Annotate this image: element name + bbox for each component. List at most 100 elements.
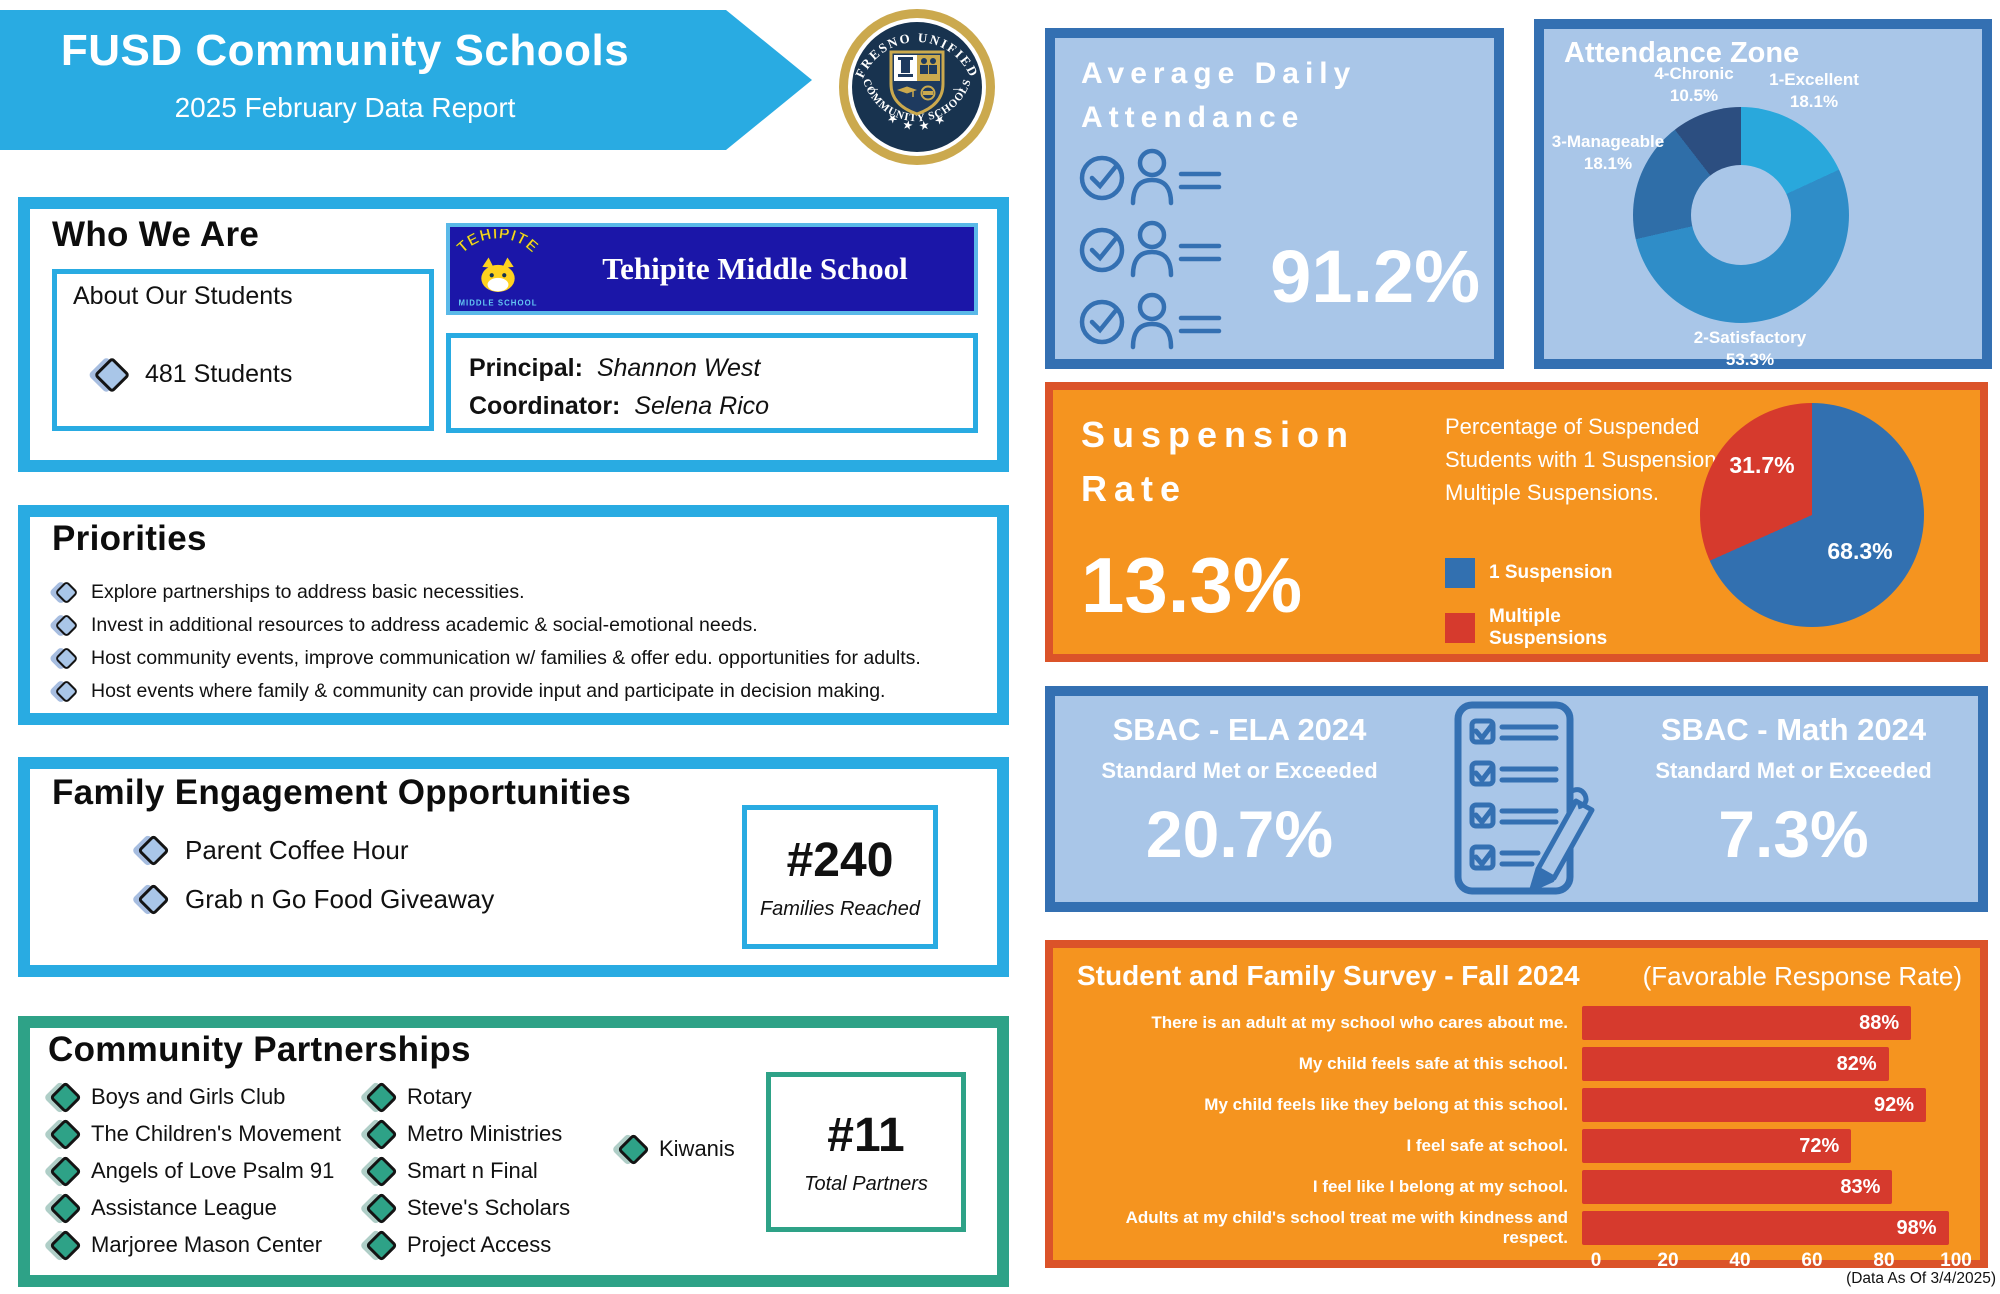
header-banner-arrow — [726, 10, 812, 150]
partner-item: Smart n Final — [365, 1154, 570, 1188]
header-banner — [0, 10, 726, 150]
engagement-text: Grab n Go Food Giveaway — [185, 884, 495, 914]
survey-bar-track: 92% — [1582, 1088, 1956, 1122]
survey-category-label: There is an adult at my school who cares… — [1151, 1013, 1568, 1032]
diamond-bullet-icon — [54, 580, 79, 605]
survey-bar-track: 82% — [1582, 1047, 1956, 1081]
total-partners-stat: #11 Total Partners — [766, 1072, 966, 1232]
survey-axis-tick: 100 — [1940, 1250, 1972, 1271]
partner-item: Kiwanis — [617, 1132, 735, 1166]
survey-bar: 92% — [1582, 1088, 1927, 1122]
survey-bar: 83% — [1582, 1170, 1893, 1204]
ada-value: 91.2% — [1270, 235, 1480, 318]
donut-label-excellent: 1-Excellent 18.1% — [1748, 69, 1880, 113]
survey-bar-value: 98% — [1896, 1216, 1937, 1239]
suspension-title-line2: Rate — [1081, 468, 1188, 509]
principal-name: Shannon West — [596, 354, 761, 382]
suspension-legend: 1 Suspension Multiple Suspensions — [1445, 558, 1639, 650]
survey-category-label: I feel safe at school. — [1406, 1136, 1568, 1155]
sbac-math-value: 7.3% — [1718, 797, 1869, 871]
partner-item: Angels of Love Psalm 91 — [49, 1154, 341, 1188]
survey-subtitle: (Favorable Response Rate) — [1642, 961, 1962, 991]
principal-label: Principal: — [469, 354, 583, 382]
suspension-title: Suspension Rate — [1081, 408, 1355, 516]
legend-swatch-1-suspension — [1445, 558, 1475, 588]
survey-bar-row: My child feels like they belong at this … — [1077, 1088, 1956, 1122]
partner-name: Steve's Scholars — [407, 1195, 571, 1220]
family-engagement-list: Parent Coffee Hour Grab n Go Food Giveaw… — [137, 834, 495, 916]
partner-name: Angels of Love Psalm 91 — [91, 1158, 335, 1183]
diamond-bullet-icon — [49, 1154, 82, 1188]
attendance-zone-donut-chart — [1633, 107, 1849, 323]
donut-label-name: 3-Manageable — [1551, 132, 1665, 151]
sbac-math-subtitle: Standard Met or Exceeded — [1655, 758, 1932, 783]
students-count-row: 481 Students — [93, 356, 293, 393]
svg-text:TEHIPITE: TEHIPITE — [454, 229, 542, 257]
sbac-ela-title: SBAC - ELA 2024 — [1112, 712, 1367, 747]
sbac-math-block: SBAC - Math 2024 Standard Met or Exceede… — [1609, 696, 1978, 902]
priority-text: Host community events, improve communica… — [91, 647, 921, 669]
partnerships-column-1: Boys and Girls Club The Children's Movem… — [49, 1080, 341, 1262]
checklist-pencil-icon — [1454, 701, 1594, 895]
diamond-bullet-icon — [365, 1228, 398, 1262]
survey-bar-track: 72% — [1582, 1129, 1956, 1163]
partner-name: Metro Ministries — [407, 1121, 563, 1146]
engagement-item: Parent Coffee Hour — [137, 834, 494, 867]
attendance-row-icon — [1079, 220, 1222, 278]
ada-title-line2: Attendance — [1081, 100, 1305, 134]
page-title: FUSD Community Schools — [60, 26, 630, 75]
students-count: 481 Students — [145, 360, 293, 388]
partnerships-title: Community Partnerships — [48, 1030, 471, 1069]
priorities-list: Explore partnerships to address basic ne… — [54, 580, 921, 704]
coordinator-label: Coordinator: — [469, 391, 621, 420]
diamond-bullet-icon — [49, 1117, 82, 1151]
survey-bar-value: 92% — [1874, 1093, 1915, 1116]
survey-bar: 88% — [1582, 1006, 1912, 1040]
partner-name: Smart n Final — [407, 1158, 538, 1183]
legend-label-1-suspension: 1 Suspension — [1489, 562, 1613, 584]
priorities-panel: Priorities Explore partnerships to addre… — [18, 505, 1009, 725]
fresno-unified-seal-logo: FRESNO UNIFIED COMMUNITY SCHOOLS ★ ★ ★ ★… — [839, 9, 995, 165]
about-students-label: About Our Students — [73, 282, 293, 310]
donut-label-chronic: 4-Chronic 10.5% — [1628, 63, 1760, 107]
survey-panel: Student and Family Survey - Fall 2024 (F… — [1045, 940, 1988, 1271]
diamond-bullet-icon — [49, 1191, 82, 1225]
diamond-bullet-icon — [93, 356, 131, 393]
diamond-bullet-icon — [365, 1191, 398, 1225]
sbac-ela-subtitle: Standard Met or Exceeded — [1101, 758, 1378, 783]
survey-bar: 98% — [1582, 1211, 1949, 1245]
diamond-bullet-icon — [54, 646, 79, 671]
donut-label-value: 18.1% — [1583, 154, 1633, 174]
diamond-bullet-icon — [365, 1080, 398, 1114]
donut-label-name: 4-Chronic — [1654, 64, 1734, 83]
survey-bar: 72% — [1582, 1129, 1852, 1163]
partnerships-column-3: Kiwanis — [617, 1132, 735, 1166]
survey-bar-value: 82% — [1836, 1052, 1877, 1075]
data-as-of-note: (Data As Of 3/4/2025) — [1846, 1270, 1996, 1287]
donut-label-value: 53.3% — [1725, 350, 1775, 370]
partnerships-column-2: Rotary Metro Ministries Smart n Final St… — [365, 1080, 571, 1262]
diamond-bullet-icon — [137, 883, 170, 916]
partner-item: The Children's Movement — [49, 1117, 341, 1151]
priority-item: Host community events, improve communica… — [54, 646, 921, 671]
priority-text: Host events where family & community can… — [91, 680, 886, 702]
suspension-pie-chart — [1700, 403, 1924, 627]
survey-bar-value: 83% — [1840, 1175, 1881, 1198]
partner-item: Marjoree Mason Center — [49, 1228, 341, 1262]
survey-bar-row: There is an adult at my school who cares… — [1077, 1006, 1956, 1040]
survey-axis-tick: 80 — [1873, 1250, 1895, 1271]
seal-left-dash: — — [868, 84, 878, 95]
priority-item: Invest in additional resources to addres… — [54, 613, 921, 638]
survey-axis-tick: 60 — [1801, 1250, 1823, 1271]
seal-right-dash: — — [953, 84, 963, 95]
survey-axis-tick: 40 — [1729, 1250, 1751, 1271]
diamond-bullet-icon — [49, 1228, 82, 1262]
legend-swatch-multiple-suspensions — [1445, 612, 1475, 643]
partner-name: Boys and Girls Club — [91, 1084, 286, 1109]
total-partners-value: #11 — [827, 1109, 905, 1162]
priority-item: Host events where family & community can… — [54, 679, 921, 704]
survey-bar-track: 98% — [1582, 1211, 1956, 1245]
partner-name: The Children's Movement — [91, 1121, 341, 1146]
diamond-bullet-icon — [137, 834, 170, 867]
